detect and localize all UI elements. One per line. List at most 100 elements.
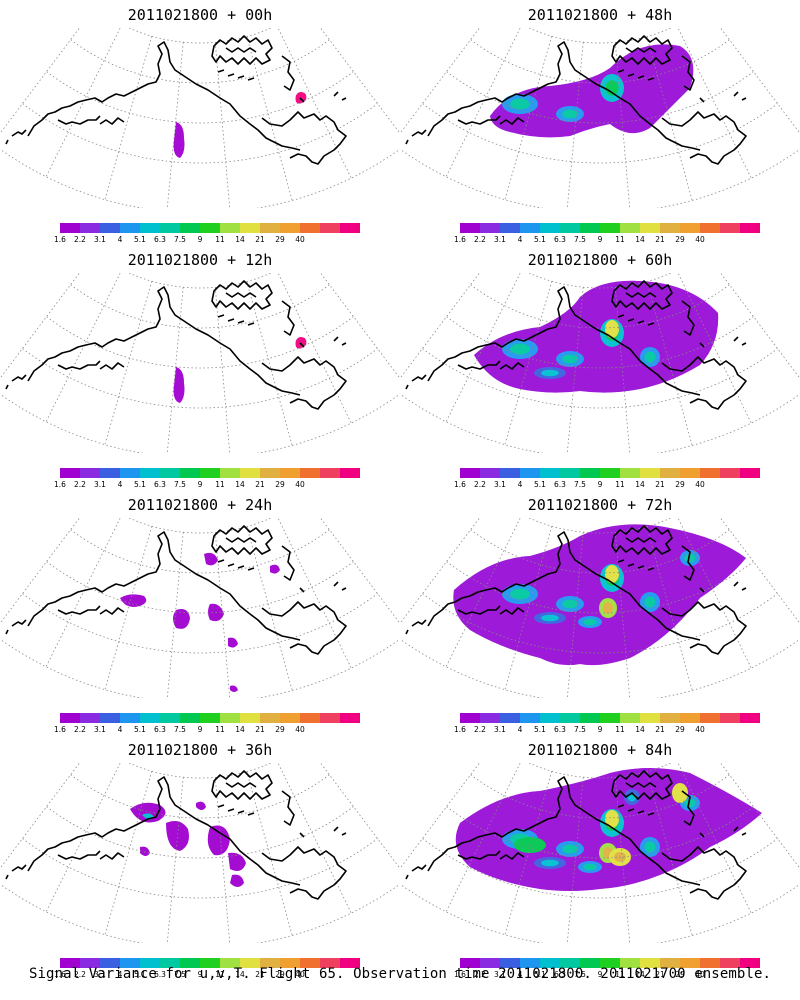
map-plot [400,28,800,208]
colorbar-swatch [80,713,100,723]
colorbar-swatch [560,468,580,478]
colorbar-tick-label: 2.2 [74,970,86,979]
colorbar-tick-label: 40 [695,235,705,244]
variance-field [455,768,762,891]
colorbar-tick-label: 5.1 [134,970,146,979]
colorbar-tick-label: 6.3 [554,970,566,979]
colorbar-tick-label: 6.3 [154,480,166,489]
map-plot [0,763,400,943]
colorbar-swatch [520,958,540,968]
coastline [405,280,747,410]
colorbar-swatch [280,468,300,478]
colorbar-tick-label: 21 [655,970,665,979]
colorbar-swatch [60,713,80,723]
colorbar-tick-label: 2.2 [474,970,486,979]
colorbar-tick-label: 6.3 [154,970,166,979]
colorbar-tick-label: 4 [517,480,523,489]
colorbar-tick-label: 1.6 [54,970,66,979]
colorbar-swatch [680,958,700,968]
colorbar [460,713,760,723]
colorbar-swatch [280,958,300,968]
colorbar-swatch [580,468,600,478]
map-plot [0,518,400,698]
panel-title: 2011021800 + 72h [527,496,673,514]
colorbar-labels: 1.6 2.2 3.1 4 5.1 6.3 7.5 9 11 14 21 29 40 [454,970,760,980]
colorbar-tick-label: 40 [695,725,705,734]
colorbar-swatch [580,958,600,968]
colorbar-swatch [500,468,520,478]
colorbar-labels: 1.6 2.2 3.1 4 5.1 6.3 7.5 9 11 14 21 29 40 [54,970,360,980]
coastline [5,35,347,165]
colorbar-swatch [460,223,480,233]
colorbar-swatch [180,223,200,233]
colorbar-swatch [740,713,760,723]
colorbar-tick-label: 5.1 [534,970,546,979]
colorbar-swatch [60,958,80,968]
colorbar-swatch [600,713,620,723]
colorbar-tick-label: 11 [215,235,225,244]
colorbar-swatch [600,468,620,478]
colorbar-tick-label: 14 [635,480,645,489]
colorbar-swatch [80,958,100,968]
colorbar-swatch [60,223,80,233]
colorbar-tick-label: 5.1 [534,480,546,489]
colorbar-tick-label: 40 [295,235,305,244]
colorbar-tick-label: 29 [675,480,685,489]
colorbar-swatch [240,713,260,723]
variance-field [173,92,307,158]
colorbar-tick-label: 2.2 [74,235,86,244]
colorbar-tick-label: 14 [635,235,645,244]
colorbar-swatch [720,958,740,968]
graticule [0,763,400,943]
panel-title: 2011021800 + 48h [527,6,673,24]
colorbar-swatch [580,713,600,723]
colorbar-swatch [80,223,100,233]
colorbar-tick-label: 6.3 [154,725,166,734]
colorbar-swatch [340,958,360,968]
colorbar-tick-label: 2.2 [74,725,86,734]
colorbar-swatch [460,958,480,968]
colorbar-swatch [500,713,520,723]
colorbar-swatch [180,958,200,968]
colorbar-tick-label: 40 [695,970,705,979]
colorbar-tick-label: 5.1 [134,725,146,734]
colorbar-tick-label: 40 [295,970,305,979]
colorbar-tick-label: 7.5 [174,235,186,244]
colorbar-swatch [240,223,260,233]
colorbar-tick-label: 4 [517,235,523,244]
colorbar-tick-label: 11 [615,480,625,489]
colorbar-tick-label: 1.6 [454,970,466,979]
panel-title: 2011021800 + 60h [527,251,673,269]
colorbar-swatch [740,223,760,233]
colorbar-tick-label: 29 [675,725,685,734]
colorbar-swatch [340,713,360,723]
coastline [405,770,747,900]
panel-title: 2011021800 + 24h [127,496,273,514]
colorbar-swatch [340,223,360,233]
colorbar-tick-label: 3.1 [494,480,506,489]
colorbar-tick-label: 3.1 [494,725,506,734]
colorbar-labels: 1.6 2.2 3.1 4 5.1 6.3 7.5 9 11 14 21 29 40 [454,480,760,490]
map-panel-p36: 2011021800 + 36h 1.6 2.2 3.1 4 5.1 6.3 7.5 9 11 14… [0,735,400,980]
colorbar-swatch [640,223,660,233]
colorbar-swatch [220,713,240,723]
colorbar-tick-label: 21 [255,480,265,489]
map-plot [0,273,400,453]
colorbar-tick-label: 1.6 [454,235,466,244]
colorbar-swatch [720,223,740,233]
colorbar-swatch [300,223,320,233]
panel-title: 2011021800 + 00h [127,6,273,24]
colorbar-swatch [580,223,600,233]
colorbar-swatch [160,713,180,723]
colorbar-tick-label: 9 [597,970,603,979]
coastline [405,35,747,165]
colorbar [460,468,760,478]
colorbar-swatch [80,468,100,478]
coastline [5,525,347,655]
colorbar-swatch [140,468,160,478]
colorbar-swatch [460,713,480,723]
colorbar-labels: 1.6 2.2 3.1 4 5.1 6.3 7.5 9 11 14 21 29 40 [454,725,760,735]
colorbar-swatch [180,468,200,478]
colorbar-swatch [120,223,140,233]
colorbar-swatch [540,223,560,233]
